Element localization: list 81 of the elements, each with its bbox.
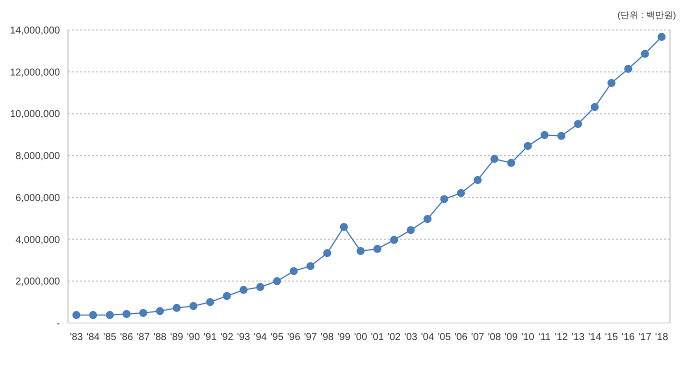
x-tick-label: '96 [287,332,301,343]
y-tick-label: 6,000,000 [16,192,60,204]
point [540,131,549,140]
text: (단위 : 백만원) [618,10,676,20]
x-tick-label: '16 [622,332,636,343]
point [356,247,365,256]
x-tick-label: '92 [220,332,234,343]
x-tick-label: '13 [572,332,585,343]
x-tick-label: '08 [488,332,502,343]
x-tick-label: '07 [471,332,485,343]
x-tick-label: '84 [86,332,100,343]
y-tick-label: 12,000,000 [10,67,60,78]
point [507,158,516,167]
point [256,283,264,292]
point [222,292,231,300]
y-tick-label: 4,000,000 [16,234,60,246]
x-tick-label: '93 [237,332,251,343]
x-tick-label: '11 [538,332,552,343]
point [323,249,332,258]
point [456,189,465,198]
point [524,142,532,150]
x-tick-label: '95 [270,332,284,343]
point [156,307,164,316]
y-tick-label: 14,000,000 [10,26,60,36]
x-tick-label: '10 [521,332,535,343]
x-tick-label: '02 [388,332,402,343]
point [607,78,616,87]
point [89,311,98,320]
point [574,120,582,128]
y-tick-label: 2,000,000 [16,276,60,288]
point [122,310,131,318]
x-tick-label: '18 [655,332,669,343]
point [590,103,599,112]
point [72,311,80,320]
point [474,176,482,184]
point [440,195,448,204]
x-tick-label: '97 [304,332,318,343]
point [424,214,432,223]
x-tick-label: '12 [554,332,568,343]
x-tick-label: '06 [454,332,468,343]
x-tick-label: '98 [320,332,334,343]
y-tick-label: - [56,318,60,330]
x-tick-label: '04 [421,332,434,343]
x-tick-label: '88 [153,332,167,343]
x-tick-label: '00 [354,332,368,343]
point [290,267,298,276]
point [557,132,566,140]
x-tick-label: '83 [70,332,84,343]
y-tick-label: 8,000,000 [16,151,60,162]
x-tick-label: '03 [404,332,418,343]
x-tick-label: '87 [136,332,150,343]
point [490,154,498,163]
x-tick-label: '99 [337,332,351,343]
x-tick-label: '90 [186,332,200,343]
x-tick-label: '09 [504,332,518,343]
point [640,50,649,58]
x-tick-label: '14 [588,332,602,343]
x-tick-label: '91 [204,332,218,343]
point [406,226,415,234]
x-tick-label: '85 [103,332,117,343]
point [189,302,198,310]
point [624,64,632,73]
point [390,236,398,244]
x-tick-label: '15 [604,332,618,343]
x-tick-label: '01 [370,332,384,343]
point [106,311,114,320]
y-tick-label: 10,000,000 [10,109,60,120]
x-tick-label: '86 [120,332,134,343]
point [206,298,214,306]
x-tick-label: '05 [438,332,452,343]
point [139,308,148,317]
point [340,222,348,231]
point [172,304,181,312]
point [658,32,666,41]
point [306,262,314,270]
x-tick-label: '89 [170,332,184,343]
x-tick-label: '17 [638,332,652,343]
point [240,286,248,294]
point [373,244,382,253]
x-tick-label: '94 [254,332,268,343]
point [273,277,282,286]
